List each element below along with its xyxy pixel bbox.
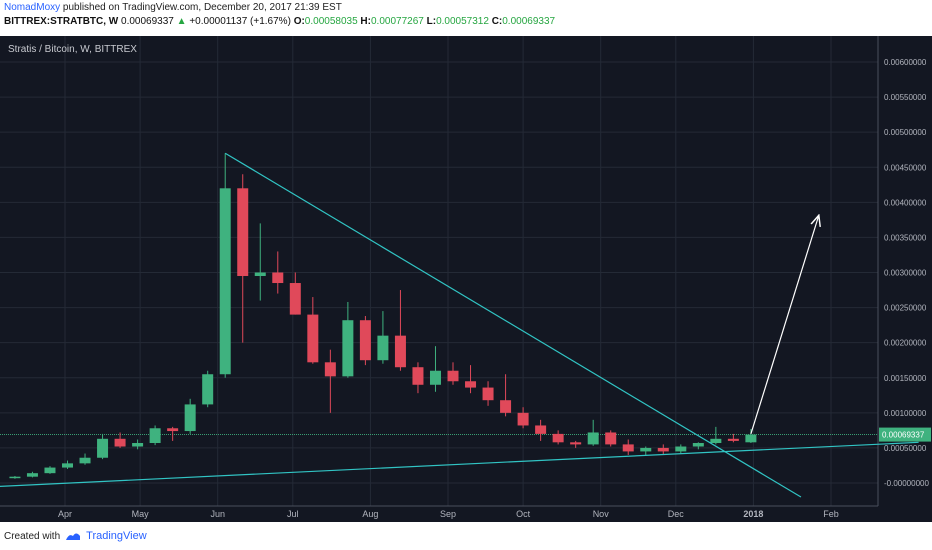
candle-down	[552, 433, 564, 443]
footer: Created with TradingView	[4, 528, 147, 544]
y-tick-label: 0.00400000	[884, 198, 927, 207]
candle-down	[167, 428, 179, 432]
x-tick-label: Jun	[210, 509, 225, 519]
candle-up	[587, 432, 599, 445]
candle-up	[745, 434, 757, 443]
symbol-label: BITTREX:STRATBTC, W	[4, 16, 119, 27]
candle-up	[202, 374, 214, 405]
candle-up	[377, 335, 389, 361]
candle-up	[429, 370, 441, 385]
projection-arrow[interactable]	[750, 216, 819, 435]
publish-date: published on TradingView.com, December 2…	[62, 2, 342, 13]
x-tick-label: Oct	[516, 509, 531, 519]
candle-up	[62, 463, 74, 468]
x-tick-label: Jul	[287, 509, 299, 519]
low-value: 0.00057312	[436, 16, 489, 27]
close-value: 0.00069337	[502, 16, 556, 27]
price-chart[interactable]: 0.00600000 0.00550000 0.00500000 0.00450000…	[0, 36, 932, 522]
price-tag-label: 0.00069337	[882, 431, 925, 440]
candle-up	[710, 438, 722, 444]
candle-up	[97, 438, 109, 458]
high-value: 0.00077267	[370, 16, 424, 27]
descending-trendline[interactable]	[224, 152, 802, 498]
y-tick-label: 0.00550000	[884, 93, 927, 102]
candle-down	[272, 272, 284, 284]
chart-title: Stratis / Bitcoin, W, BITTREX	[8, 44, 137, 55]
candle-up	[149, 428, 161, 444]
candle-down	[114, 438, 126, 447]
x-tick-label: 2018	[743, 509, 763, 519]
publish-info: NomadMoxy published on TradingView.com, …	[4, 2, 342, 16]
y-tick-label: 0.00150000	[884, 374, 927, 383]
candle-down	[517, 412, 529, 426]
x-tick-label: Apr	[58, 509, 72, 519]
candle-up	[184, 404, 196, 432]
high-label: H:	[360, 16, 371, 27]
x-tick-label: Nov	[593, 509, 610, 519]
x-tick-label: Aug	[362, 509, 378, 519]
candle-down	[237, 188, 249, 277]
ohlc-bar: BITTREX:STRATBTC, W 0.00069337 ▲ +0.0000…	[4, 16, 555, 30]
candle-up	[26, 473, 38, 477]
close-label: C:	[491, 16, 503, 27]
change-value: +0.00001137 (+1.67%)	[189, 16, 291, 27]
candle-down	[307, 314, 319, 363]
candle-up	[342, 320, 354, 377]
candle-up	[640, 447, 652, 452]
candle-up	[675, 446, 687, 452]
candle-down	[605, 432, 617, 445]
y-tick-label: 0.00450000	[884, 163, 927, 172]
candle-down	[412, 367, 424, 385]
candle-down	[482, 387, 494, 401]
y-tick-label: 0.00050000	[884, 444, 927, 453]
open-value: 0.00058035	[304, 16, 358, 27]
author-link[interactable]: NomadMoxy	[4, 2, 61, 13]
y-tick-label: 0.00250000	[884, 304, 927, 313]
y-tick-label: 0.00100000	[884, 409, 927, 418]
y-tick-label: -0.00000000	[884, 479, 929, 488]
last-price: 0.00069337	[121, 16, 174, 27]
up-arrow-icon: ▲	[176, 16, 187, 27]
candle-up	[692, 443, 704, 447]
candle-down	[622, 444, 634, 452]
candle-down	[289, 283, 301, 315]
candle-down	[447, 370, 459, 382]
x-tick-label: Sep	[440, 509, 456, 519]
created-with-label: Created with	[4, 530, 61, 542]
candle-up	[9, 476, 21, 479]
y-tick-label: 0.00500000	[884, 128, 927, 137]
y-tick-label: 0.00600000	[884, 58, 927, 67]
candle-down	[324, 362, 336, 377]
candle-up	[254, 272, 266, 277]
candle-down	[500, 400, 512, 413]
candle-down	[394, 335, 406, 368]
candle-up	[219, 188, 231, 375]
candle-down	[727, 438, 739, 441]
y-tick-label: 0.00350000	[884, 233, 927, 242]
candle-up	[79, 457, 91, 464]
low-label: L:	[426, 16, 437, 27]
candle-down	[657, 447, 669, 452]
x-tick-label: Feb	[823, 509, 839, 519]
tradingview-logo-icon	[66, 533, 81, 540]
candle-down	[465, 381, 477, 388]
x-tick-label: Dec	[668, 509, 685, 519]
candle-up	[44, 467, 56, 474]
price-tag	[879, 427, 931, 442]
candle-down	[359, 320, 371, 361]
ascending-trendline[interactable]	[0, 441, 919, 487]
x-tick-label: May	[132, 509, 150, 519]
open-label: O:	[293, 16, 305, 27]
candle-down	[535, 425, 547, 434]
tradingview-brand-link[interactable]: TradingView	[86, 530, 147, 542]
candle-up	[132, 443, 144, 447]
candle-down	[570, 442, 582, 445]
y-tick-label: 0.00300000	[884, 269, 927, 278]
y-tick-label: 0.00200000	[884, 339, 927, 348]
